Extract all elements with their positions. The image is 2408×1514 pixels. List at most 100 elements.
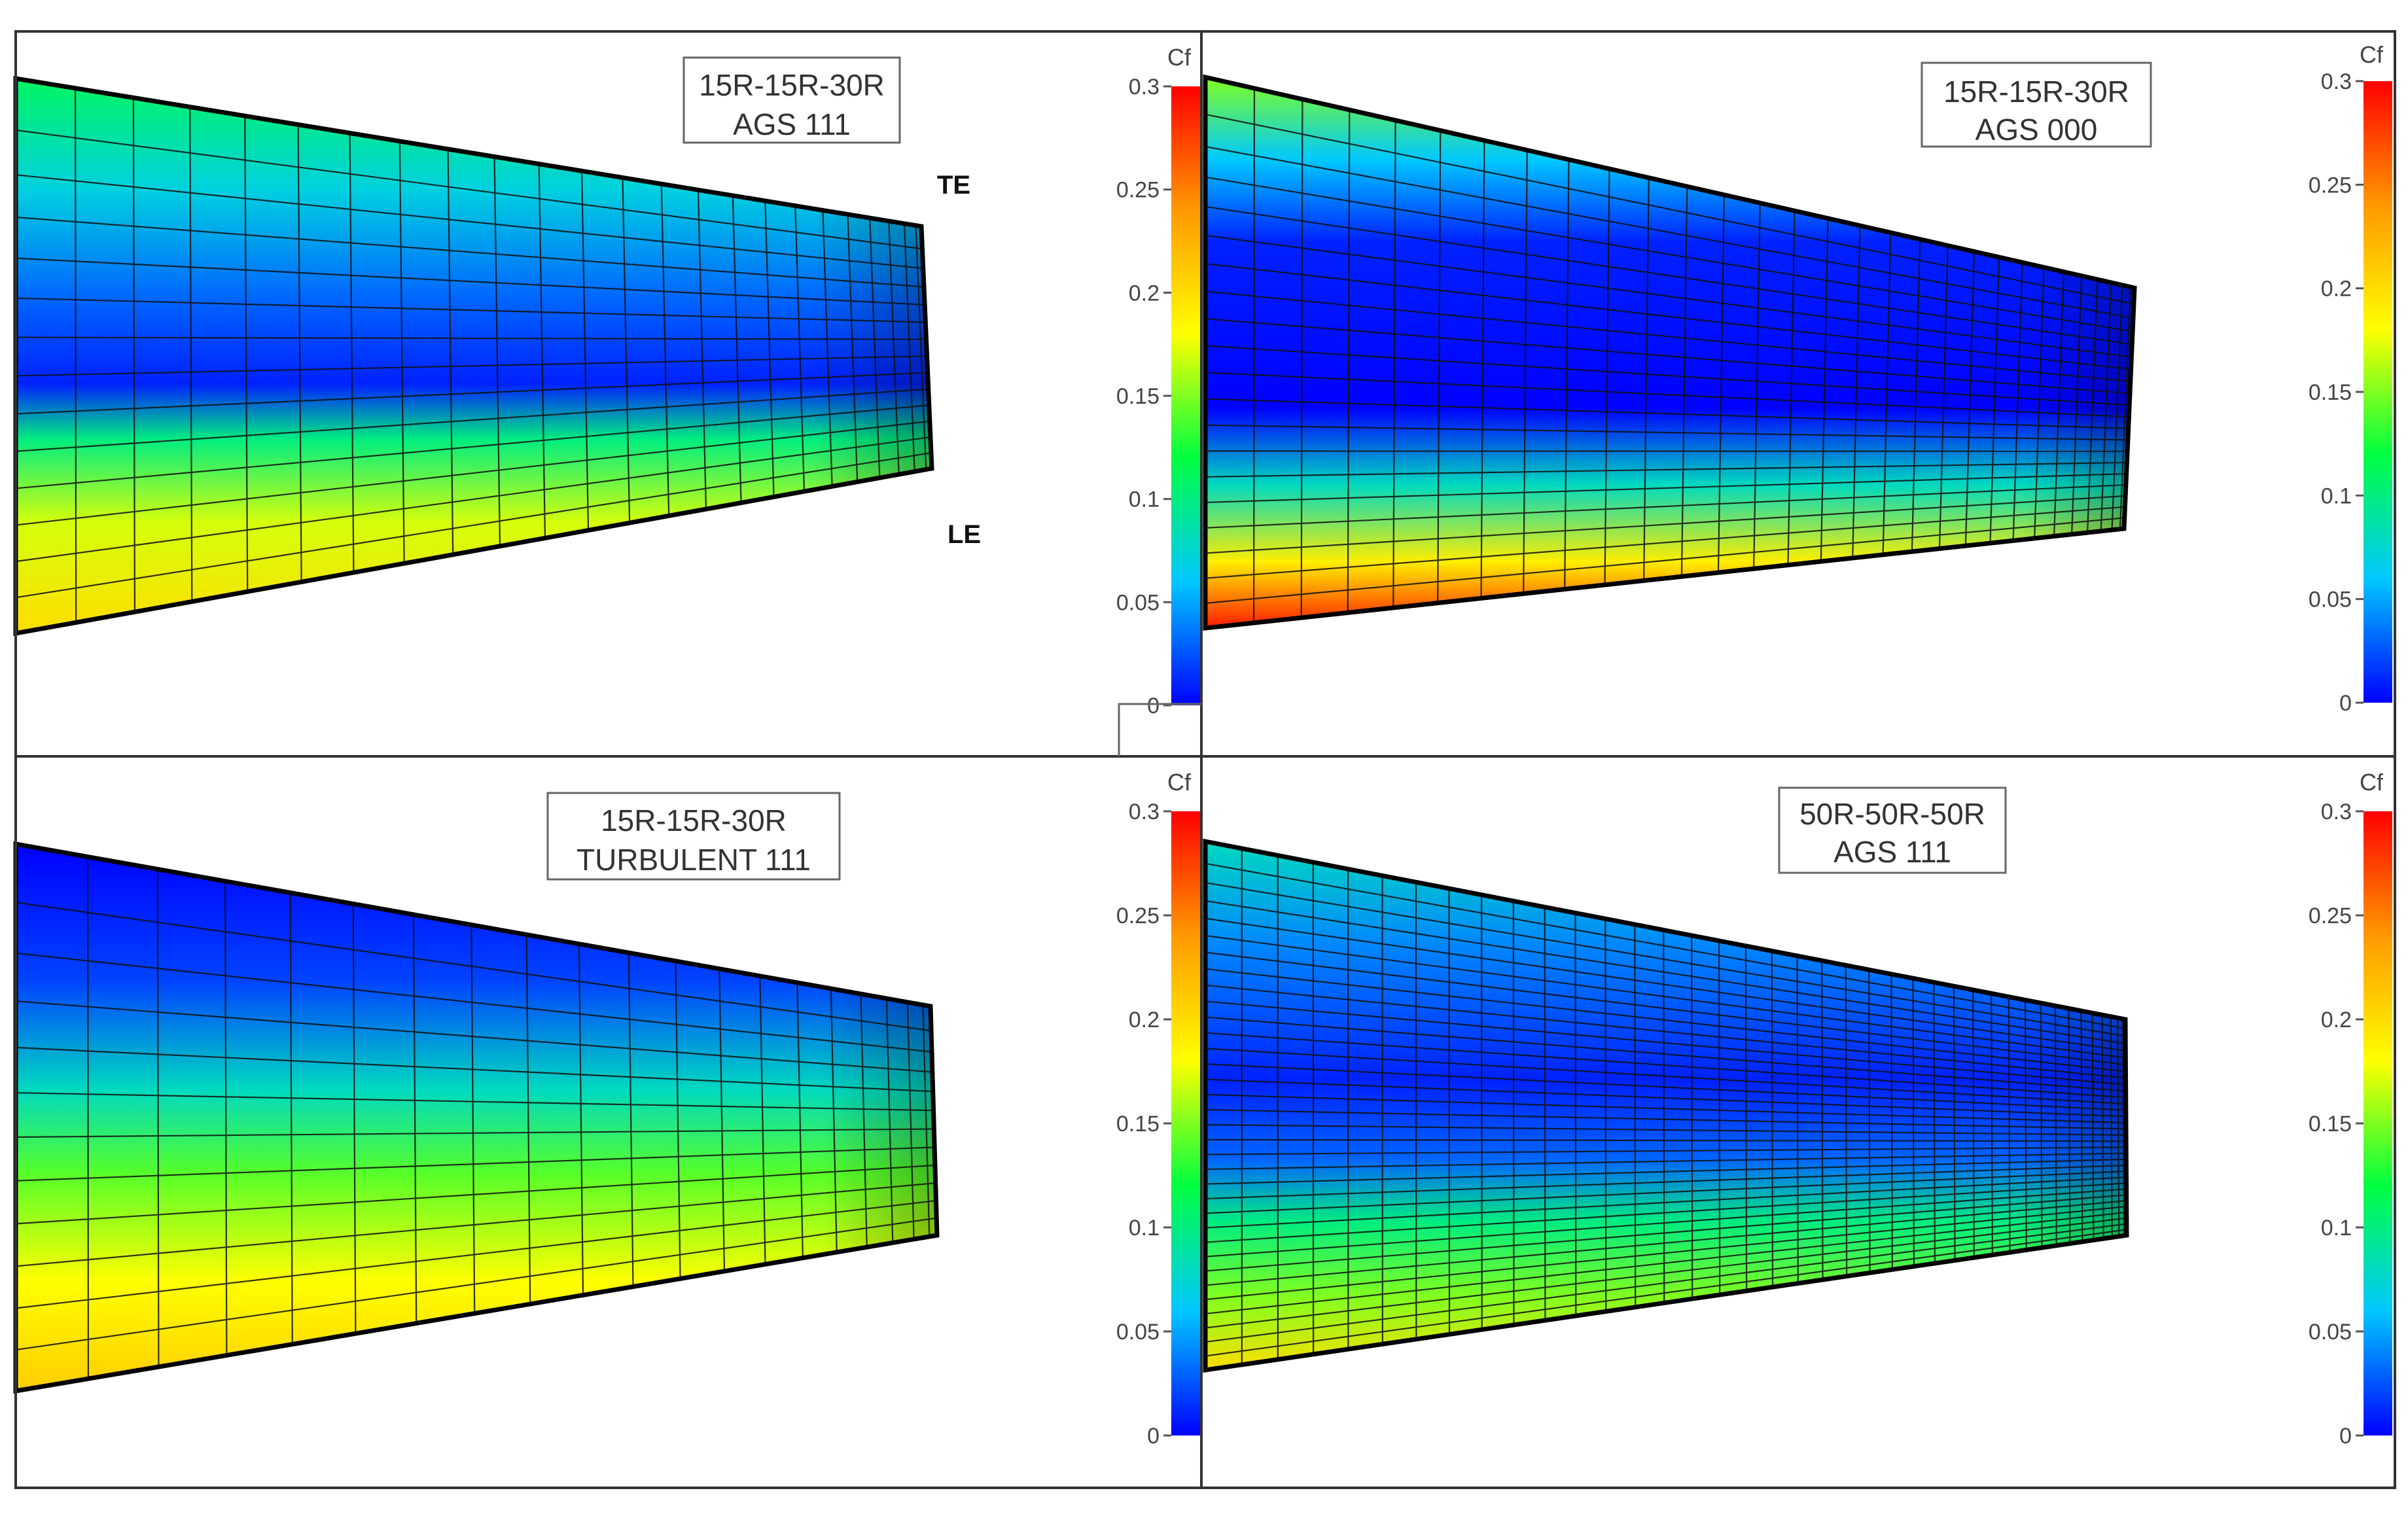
mesh-chordwise-line (697, 190, 707, 510)
mesh-spanwise-line (1205, 484, 2126, 529)
mesh-spanwise-line (15, 1217, 937, 1351)
mesh-spanwise-line (15, 336, 927, 340)
mesh-spanwise-line (1205, 262, 2131, 370)
colorbar-tick-label: 0.3 (2321, 800, 2352, 824)
mesh-spanwise-line (1205, 461, 2127, 478)
mesh-chordwise-line (538, 164, 546, 538)
mesh-chordwise-line (75, 88, 77, 623)
mesh-chordwise-line (1481, 894, 1483, 1330)
mesh-chordwise-line (2100, 282, 2112, 531)
mesh-chordwise-line (1953, 986, 1956, 1261)
mesh-spanwise-line (1205, 318, 2131, 395)
mesh-chordwise-line (1972, 989, 1975, 1258)
mesh-spanwise-line (15, 355, 927, 377)
mesh-spanwise-line (15, 1046, 933, 1093)
mesh-chordwise-line (675, 960, 681, 1279)
mesh-chordwise-line (289, 892, 293, 1345)
mesh-chordwise-line (578, 943, 584, 1295)
colorbar-title: Cf (2360, 769, 2384, 796)
colorbar (2364, 81, 2392, 703)
mesh-chordwise-line (1604, 919, 1607, 1312)
mesh-chordwise-line (2091, 1013, 2095, 1241)
mesh-chordwise-line (1911, 239, 1921, 552)
mesh-chordwise-line (447, 149, 454, 555)
colorbar-tick-label: 0.05 (1116, 1320, 1160, 1345)
colorbar-title: Cf (2360, 41, 2384, 68)
colorbar-tick-label: 0.15 (2309, 380, 2352, 405)
mesh-spanwise-line (1205, 900, 2126, 1045)
mesh-chordwise-line (794, 205, 806, 492)
colorbar-tick-label: 0.2 (1129, 1008, 1160, 1032)
mesh-chordwise-line (412, 914, 417, 1324)
mesh-chordwise-line (2122, 1019, 2125, 1236)
mesh-chordwise-line (830, 988, 838, 1252)
panel-frames (14, 30, 2396, 1489)
mesh-spanwise-line (1205, 372, 2129, 418)
mesh-chordwise-line (352, 904, 357, 1334)
mesh-spanwise-line (1205, 1032, 2126, 1099)
mesh-chordwise-line (2008, 996, 2011, 1253)
mesh-chordwise-line (1691, 935, 1693, 1299)
colorbar-tick-label: 0.1 (1129, 487, 1160, 512)
mesh-spanwise-line (1205, 1158, 2127, 1185)
mesh-chordwise-line (1300, 99, 1303, 618)
mesh-chordwise-line (1933, 982, 1936, 1263)
mesh-chordwise-line (796, 982, 804, 1258)
mesh-spanwise-line (1205, 472, 2127, 504)
mesh-spanwise-line (1205, 1164, 2127, 1200)
mesh-spanwise-line (1205, 506, 2125, 579)
mesh-spanwise-line (15, 174, 923, 270)
colorbar-tick-label: 0.1 (1129, 1216, 1160, 1241)
mesh-chordwise-line (1989, 257, 2000, 544)
mesh-chordwise-line (132, 97, 136, 612)
mesh-spanwise-line (15, 452, 932, 599)
mesh-chordwise-line (1938, 245, 1949, 549)
mesh-spanwise-line (1205, 205, 2133, 345)
mesh-spanwise-line (15, 902, 932, 1032)
mesh-chordwise-line (1771, 951, 1774, 1288)
mesh-chordwise-line (1845, 965, 1848, 1276)
mesh-spanwise-line (15, 1146, 935, 1182)
mesh-spanwise-line (15, 1182, 936, 1267)
mesh-spanwise-line (15, 1164, 936, 1225)
mesh-spanwise-line (15, 372, 928, 415)
colorbar-tick-label: 0 (2339, 1424, 2352, 1449)
mesh-chordwise-line (1753, 203, 1761, 569)
colorbar (1171, 86, 1200, 705)
panel-label-line-1: 50R-50R-50R (1799, 797, 1985, 831)
mesh-chordwise-line (764, 200, 775, 497)
mesh-chordwise-line (1437, 130, 1442, 603)
colorbar-tick-label: 0.1 (2321, 484, 2352, 508)
mesh-spanwise-line (15, 1000, 932, 1073)
colorbar-tick-label: 0.05 (2309, 1320, 2352, 1345)
mesh-spanwise-line (1205, 1000, 2126, 1085)
mesh-chordwise-line (1523, 150, 1528, 594)
mesh-spanwise-line (1205, 495, 2126, 554)
mesh-spanwise-line (1205, 882, 2126, 1037)
mesh-chordwise-line (903, 223, 915, 472)
colorbar (1171, 811, 1200, 1435)
mesh-chordwise-line (1718, 940, 1721, 1295)
surface-mesh (1205, 848, 2127, 1365)
mesh-chordwise-line (2071, 275, 2083, 535)
mesh-chordwise-line (1717, 194, 1726, 573)
panel-label-line-2: AGS 000 (1975, 113, 2098, 147)
panel-label-line-2: AGS 111 (733, 107, 851, 141)
wing-outline (1203, 74, 2137, 631)
mesh-spanwise-line (1205, 1146, 2127, 1155)
mesh-chordwise-line (759, 976, 766, 1265)
mesh-spanwise-line (15, 404, 929, 489)
wing-tip-shading (1205, 77, 2134, 628)
mesh-chordwise-line (2054, 1006, 2057, 1246)
leading-edge-label: LE (947, 520, 981, 549)
mesh-chordwise-line (869, 218, 881, 478)
mesh-chordwise-line (622, 177, 631, 523)
colorbar-tick-label: 0.15 (1116, 384, 1160, 409)
mesh-chordwise-line (1787, 211, 1796, 565)
colorbar-tick-label: 0.05 (2309, 588, 2352, 612)
mesh-chordwise-line (2087, 279, 2098, 533)
mesh-chordwise-line (2012, 262, 2023, 541)
mesh-spanwise-line (15, 436, 931, 563)
mesh-spanwise-line (15, 420, 930, 526)
